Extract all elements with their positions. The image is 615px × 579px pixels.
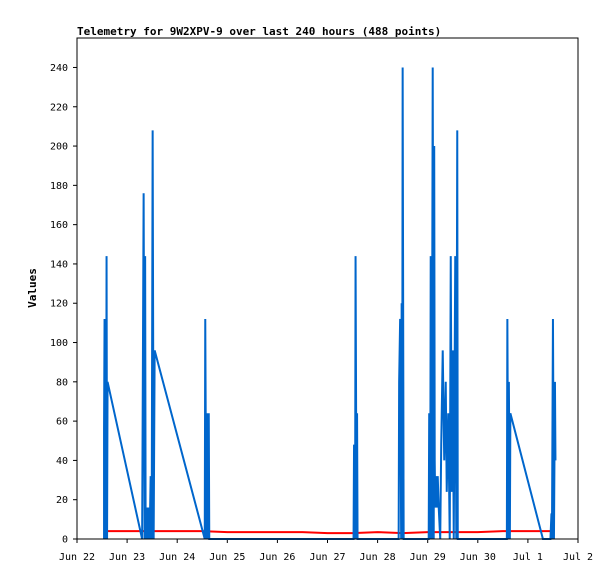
chart-title: Telemetry for 9W2XPV-9 over last 240 hou… [77, 25, 441, 38]
y-tick-label: 160 [50, 220, 68, 231]
y-tick-label: 220 [50, 102, 68, 113]
series-line-red [106, 530, 553, 535]
y-tick-label: 20 [56, 495, 68, 506]
y-tick-label: 0 [62, 535, 68, 546]
y-tick-label: 80 [56, 377, 68, 388]
plot-frame [76, 37, 579, 540]
x-tick-label: Jun 30 [460, 552, 496, 563]
y-axis-ticks: 0 20 40 60 80 100 120 140 160 180 200 220 240 [50, 63, 77, 546]
y-tick-label: 200 [50, 142, 68, 153]
x-tick-label: Jun 22 [59, 552, 95, 563]
y-tick-label: 40 [56, 456, 68, 467]
x-tick-label: Jul 2 [563, 552, 593, 563]
y-tick-label: 140 [50, 259, 68, 270]
x-tick-label: Jun 27 [309, 552, 345, 563]
x-tick-label: Jun 29 [410, 552, 446, 563]
x-tick-label: Jun 23 [109, 552, 145, 563]
x-tick-label: Jun 26 [259, 552, 295, 563]
x-tick-label: Jul 1 [513, 552, 543, 563]
y-tick-label: 180 [50, 181, 68, 192]
y-tick-label: 240 [50, 63, 68, 74]
y-tick-label: 60 [56, 417, 68, 428]
x-tick-label: Jun 28 [360, 552, 396, 563]
y-axis-label: Values [26, 268, 39, 308]
y-tick-label: 120 [50, 299, 68, 310]
x-tick-label: Jun 24 [159, 552, 195, 563]
y-tick-label: 100 [50, 338, 68, 349]
x-tick-label: Jun 25 [209, 552, 245, 563]
